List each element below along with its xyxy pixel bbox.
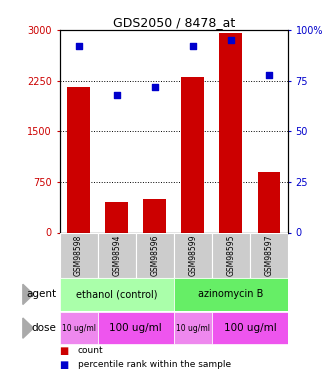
Text: count: count xyxy=(78,346,103,355)
Text: GSM98599: GSM98599 xyxy=(188,234,197,276)
Bar xyxy=(143,199,166,232)
Point xyxy=(228,37,234,43)
Text: percentile rank within the sample: percentile rank within the sample xyxy=(78,360,231,369)
Text: GSM98598: GSM98598 xyxy=(74,234,83,276)
Polygon shape xyxy=(23,284,33,304)
Polygon shape xyxy=(23,318,33,338)
Text: ethanol (control): ethanol (control) xyxy=(76,290,158,299)
Bar xyxy=(136,232,174,278)
Text: azinomycin B: azinomycin B xyxy=(198,290,263,299)
Bar xyxy=(258,172,280,232)
Bar xyxy=(98,232,136,278)
Text: ■: ■ xyxy=(60,360,69,370)
Text: 10 ug/ml: 10 ug/ml xyxy=(176,324,210,333)
Text: GSM98594: GSM98594 xyxy=(112,234,121,276)
Bar xyxy=(219,33,242,232)
Bar xyxy=(181,77,204,232)
Bar xyxy=(98,312,174,344)
Bar xyxy=(174,232,212,278)
Point xyxy=(190,43,195,49)
Text: ■: ■ xyxy=(60,346,69,355)
Text: GSM98596: GSM98596 xyxy=(150,234,159,276)
Bar xyxy=(105,202,128,232)
Title: GDS2050 / 8478_at: GDS2050 / 8478_at xyxy=(113,16,235,29)
Point xyxy=(266,72,271,78)
Bar xyxy=(212,312,288,344)
Bar xyxy=(174,312,212,344)
Bar xyxy=(212,232,250,278)
Point xyxy=(114,92,119,98)
Text: dose: dose xyxy=(31,323,56,333)
Text: GSM98597: GSM98597 xyxy=(264,234,273,276)
Bar xyxy=(60,312,98,344)
Bar xyxy=(60,232,98,278)
Bar xyxy=(60,278,174,310)
Bar xyxy=(67,87,90,232)
Text: GSM98595: GSM98595 xyxy=(226,234,235,276)
Bar xyxy=(174,278,288,310)
Bar xyxy=(250,232,288,278)
Text: 100 ug/ml: 100 ug/ml xyxy=(223,323,276,333)
Point xyxy=(76,43,81,49)
Text: 10 ug/ml: 10 ug/ml xyxy=(62,324,96,333)
Text: agent: agent xyxy=(26,290,56,299)
Text: 100 ug/ml: 100 ug/ml xyxy=(109,323,162,333)
Point xyxy=(152,84,158,90)
